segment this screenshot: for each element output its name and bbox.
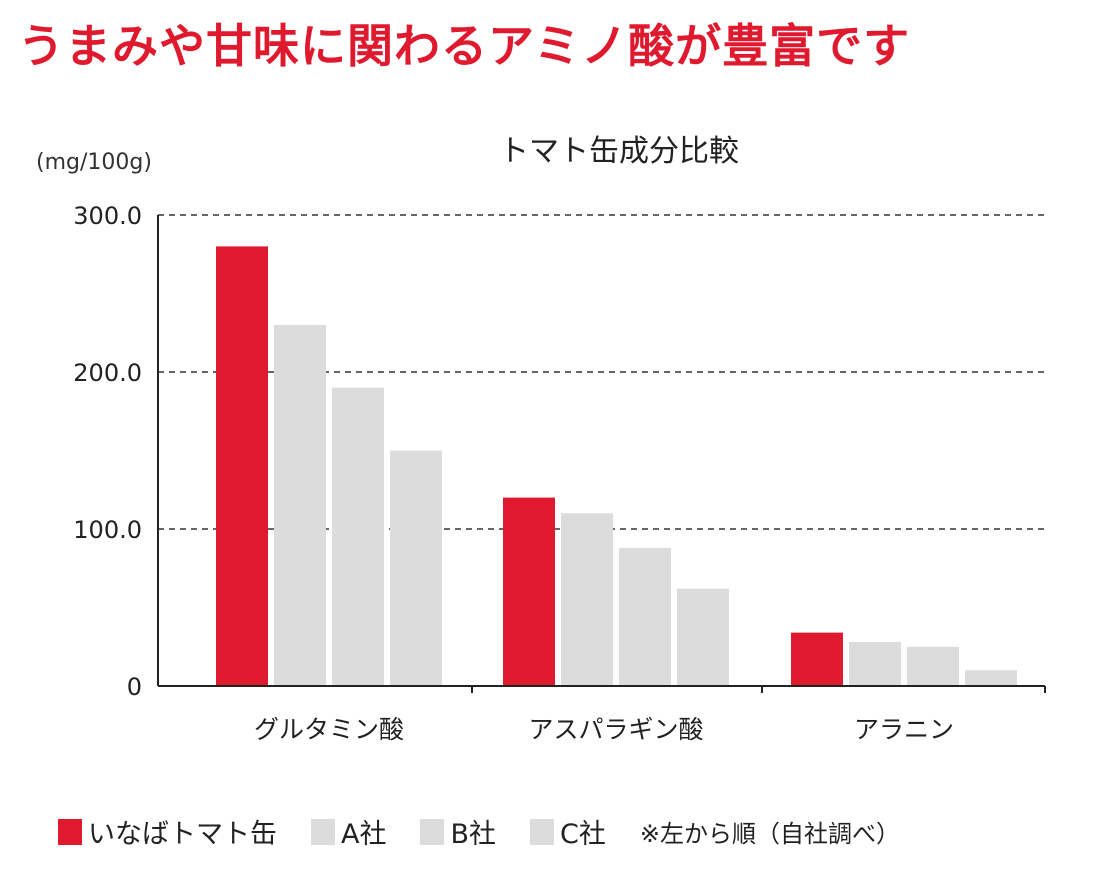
bar-competitor-1 (619, 547, 671, 686)
y-axis-unit: (mg/100g) (36, 150, 152, 175)
legend-item-a: A社 (311, 812, 386, 851)
legend-swatch (311, 818, 335, 845)
bar-competitor-1 (561, 513, 613, 686)
headline: うまみや甘味に関わるアミノ酸が豊富です (18, 19, 911, 73)
bar-competitor-0 (332, 387, 384, 686)
bar-competitor-0 (274, 324, 326, 686)
legend-swatch (58, 818, 82, 845)
legend: いなばトマト缶 A社 B社 C社 ※左から順（自社調べ） (58, 812, 900, 851)
bar-competitor-2 (849, 642, 901, 686)
legend-label: C社 (560, 819, 606, 850)
chart-title: トマト缶成分比較 (499, 134, 739, 169)
legend-swatch (420, 818, 445, 845)
x-tick-label: アラニン (854, 715, 954, 744)
y-tick-label: 0 (127, 673, 142, 701)
y-tick-label: 300.0 (73, 202, 142, 230)
legend-item-inaba: いなばトマト缶 (58, 812, 277, 851)
y-tick-label: 200.0 (73, 359, 142, 387)
bar-competitor-2 (965, 670, 1017, 686)
bar-competitor-1 (677, 588, 729, 686)
bar-inaba-2 (791, 632, 843, 686)
x-tick-label: アスパラギン酸 (528, 715, 703, 744)
legend-item-b: B社 (420, 812, 496, 851)
legend-note: ※左から順（自社調べ） (639, 820, 900, 848)
bar-inaba-1 (503, 497, 555, 686)
x-tick-label: グルタミン酸 (254, 715, 404, 744)
legend-label: A社 (341, 819, 387, 850)
bar-competitor-2 (907, 646, 959, 686)
legend-label: B社 (450, 819, 497, 850)
legend-swatch (530, 818, 555, 845)
bar-competitor-0 (390, 450, 442, 686)
y-tick-label: 100.0 (73, 516, 142, 544)
legend-item-c: C社 (530, 812, 606, 851)
legend-label: いなばトマト缶 (88, 819, 277, 850)
bar-inaba-0 (216, 246, 268, 686)
